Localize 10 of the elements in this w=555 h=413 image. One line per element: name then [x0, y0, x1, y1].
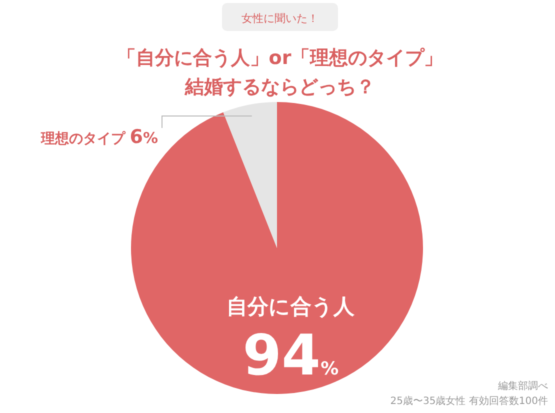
- pie-slice: [223, 102, 277, 248]
- slice-label: 理想のタイプ: [40, 130, 130, 147]
- chart-subtitle: 女性に聞いた！: [242, 12, 318, 25]
- data-label: 6%: [130, 126, 158, 148]
- pie-slice: [131, 102, 423, 394]
- text: 編集部調べ: [497, 380, 548, 392]
- slice-label: 自分に合う人: [226, 294, 356, 319]
- text: 25歳〜35歳女性 有効回答数100件: [390, 395, 548, 407]
- data-label: 94%: [242, 324, 339, 389]
- chart-title: 「自分に合う人」or「理想のタイプ」結婚するならどっち？: [116, 47, 444, 98]
